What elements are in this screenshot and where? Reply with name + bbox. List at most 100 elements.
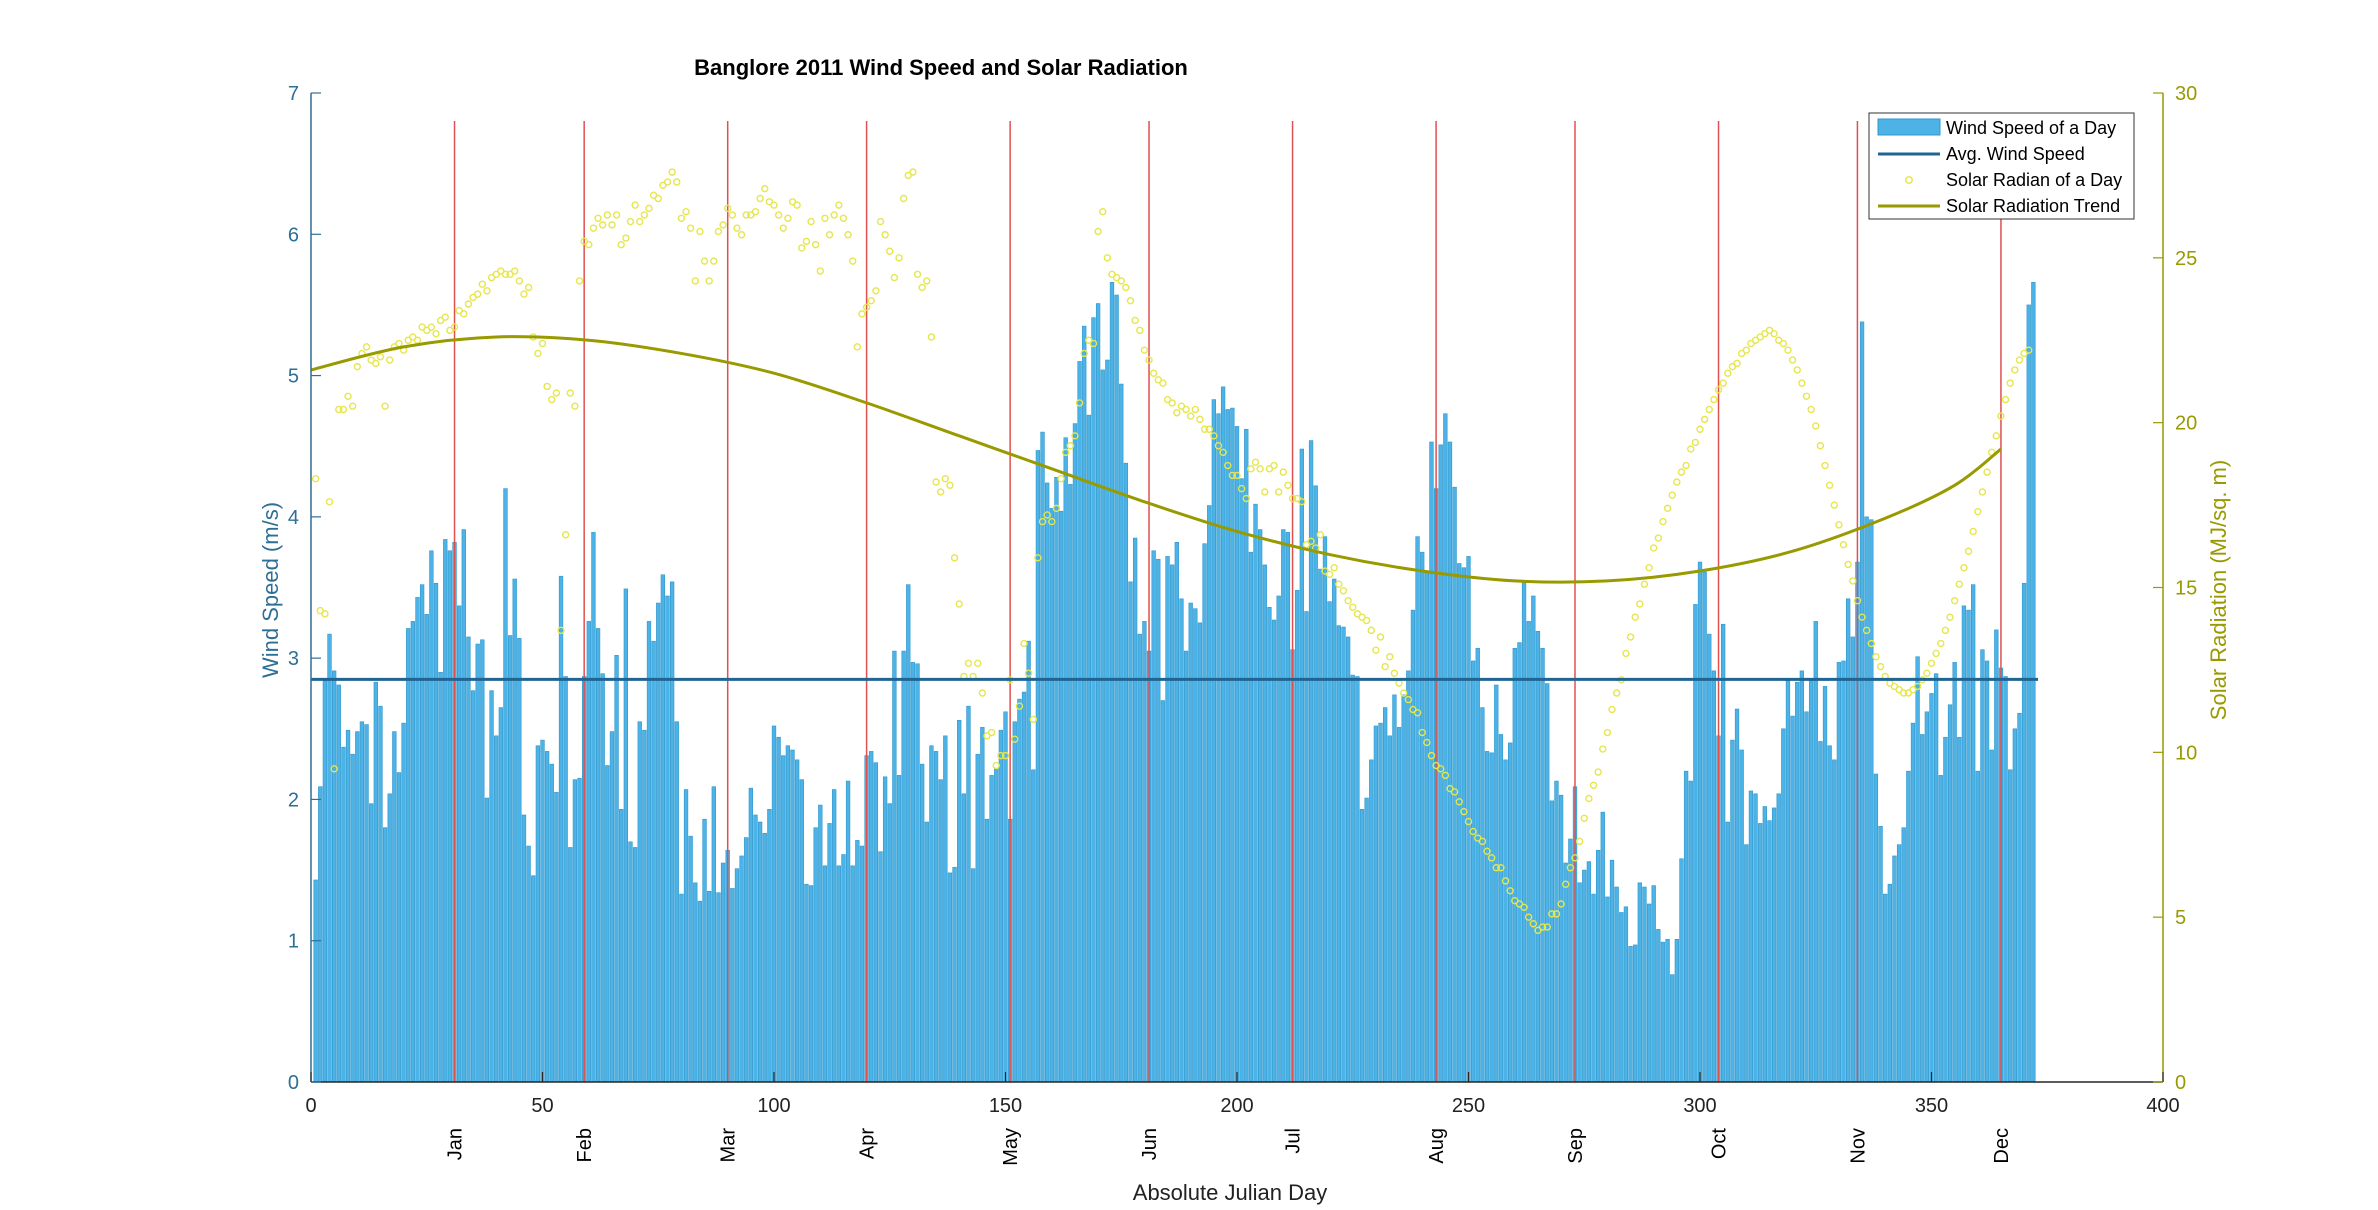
solar-point: [1460, 807, 1468, 816]
solar-point: [1168, 399, 1176, 407]
solar-point: [1654, 534, 1663, 542]
wind-bar: [1776, 793, 1781, 1083]
wind-bar: [392, 731, 397, 1083]
solar-point: [1983, 468, 1991, 476]
solar-point: [1543, 923, 1551, 931]
solar-point: [1719, 379, 1727, 387]
solar-point: [1437, 765, 1445, 773]
wind-bar: [1308, 440, 1314, 1083]
solar-point: [1691, 438, 1700, 447]
wind-bar: [1345, 636, 1351, 1083]
wind-bar: [2031, 282, 2036, 1083]
solar-point: [705, 277, 713, 285]
wind-bar: [577, 777, 582, 1083]
solar-point: [1256, 465, 1264, 473]
solar-point: [1219, 448, 1227, 457]
solar-point: [950, 554, 959, 562]
wind-bar: [318, 786, 323, 1083]
solar-point: [640, 211, 649, 219]
solar-point: [1228, 471, 1237, 480]
wind-bar: [813, 827, 818, 1083]
wind-bar: [683, 789, 689, 1083]
solar-point: [1367, 626, 1375, 635]
wind-bar: [943, 735, 948, 1083]
wind-bar: [1549, 800, 1554, 1083]
wind-bar: [1271, 619, 1277, 1083]
wind-bar: [378, 705, 383, 1083]
solar-point: [1779, 339, 1788, 348]
solar-point: [673, 178, 681, 186]
solar-point: [1876, 662, 1885, 671]
wind-bar: [1637, 882, 1642, 1083]
solar-point: [1932, 649, 1940, 658]
solar-point: [700, 257, 709, 265]
wind-bar: [1827, 745, 1832, 1083]
wind-bar: [1832, 759, 1837, 1083]
solar-point: [1071, 432, 1079, 440]
solar-point: [1029, 715, 1037, 724]
solar-point: [1349, 603, 1357, 611]
solar-point: [835, 201, 843, 209]
solar-point: [1862, 626, 1871, 635]
solar-point: [1557, 900, 1565, 908]
solar-point: [1011, 735, 1019, 743]
wind-bar: [1012, 721, 1017, 1083]
wind-bar: [1109, 282, 1115, 1083]
wind-bar: [989, 775, 994, 1083]
solar-point: [1668, 491, 1676, 499]
solar-point: [464, 300, 473, 308]
wind-bar: [521, 814, 527, 1083]
wind-bar: [1896, 844, 1902, 1083]
solar-point: [728, 211, 737, 219]
wind-bar: [1887, 883, 1892, 1083]
solar-point: [626, 217, 635, 226]
wind-bar: [2021, 582, 2027, 1083]
solar-point: [1798, 379, 1806, 387]
wind-bar: [1359, 809, 1365, 1083]
wind-bar: [1332, 578, 1337, 1083]
wind-bar: [1082, 325, 1087, 1083]
wind-bar: [568, 847, 573, 1083]
solar-point: [1497, 864, 1505, 872]
wind-bar: [656, 602, 661, 1083]
solar-point: [2015, 356, 2024, 364]
wind-bar: [1762, 806, 1767, 1083]
wind-bar: [970, 868, 976, 1083]
solar-point: [1362, 616, 1371, 625]
solar-point: [543, 382, 551, 391]
solar-point: [761, 184, 769, 193]
wind-bar: [1304, 611, 1309, 1083]
wind-bar: [1744, 844, 1749, 1083]
wind-bar: [419, 584, 425, 1083]
wind-bar: [1114, 294, 1119, 1083]
wind-bar: [1841, 660, 1846, 1083]
solar-point: [311, 475, 320, 483]
wind-bar: [614, 655, 619, 1083]
wind-bar: [586, 621, 591, 1083]
solar-point: [691, 277, 699, 285]
solar-point: [1872, 653, 1880, 661]
solar-point: [1270, 461, 1278, 470]
solar-point: [1251, 458, 1260, 466]
x-tick-label: 300: [1683, 1095, 1716, 1117]
solar-point: [1599, 745, 1607, 753]
solar-point: [1626, 633, 1635, 641]
solar-point: [992, 761, 1000, 770]
wind-bar: [720, 862, 726, 1083]
solar-point: [1483, 847, 1491, 855]
solar-point: [1478, 837, 1487, 846]
wind-bar: [1396, 727, 1402, 1083]
wind-bar: [480, 639, 485, 1083]
wind-bar: [466, 636, 471, 1083]
wind-bar: [1892, 855, 1897, 1083]
wind-bar: [1938, 775, 1943, 1083]
wind-bar: [600, 673, 605, 1083]
solar-point: [1284, 481, 1292, 489]
wind-bar: [1748, 790, 1754, 1083]
y-right-ticks: 0 5 10 15 20 25 30: [2153, 83, 2197, 1094]
wind-bar: [1091, 317, 1096, 1083]
solar-point: [381, 402, 389, 410]
wind-bar: [757, 821, 763, 1083]
solar-point: [372, 359, 380, 368]
wind-bar: [1526, 621, 1531, 1083]
